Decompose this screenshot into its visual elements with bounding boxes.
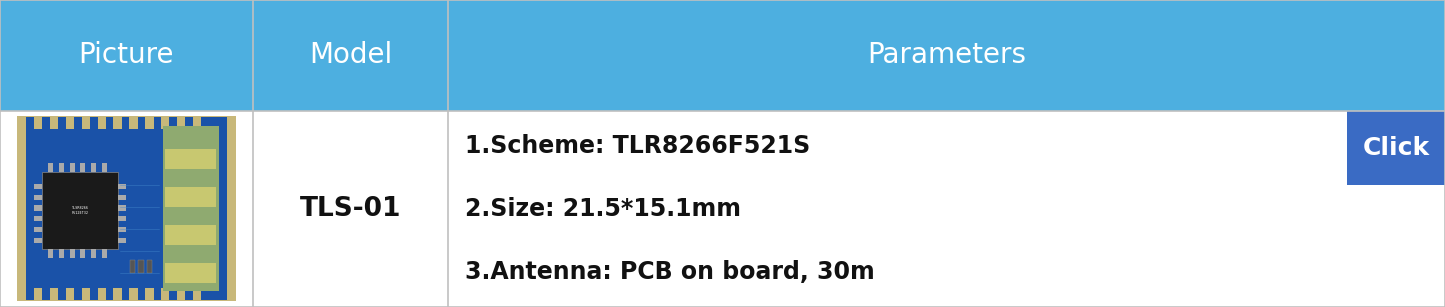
Bar <box>42 172 118 249</box>
Bar <box>118 238 127 243</box>
Bar <box>118 184 127 189</box>
Bar <box>146 116 153 129</box>
Bar <box>165 263 215 283</box>
Bar <box>0 111 253 307</box>
Bar <box>66 289 74 301</box>
Bar <box>101 249 107 258</box>
Bar <box>139 260 143 273</box>
Text: Click: Click <box>1363 136 1429 160</box>
Text: Picture: Picture <box>78 41 175 69</box>
Bar <box>101 163 107 172</box>
Bar <box>98 116 105 129</box>
Bar <box>130 116 137 129</box>
Bar <box>448 111 1445 307</box>
Bar <box>81 163 85 172</box>
Text: 1.Scheme: TLR8266F521S: 1.Scheme: TLR8266F521S <box>465 134 811 158</box>
Bar <box>51 289 58 301</box>
Bar <box>146 289 153 301</box>
Bar <box>35 216 42 221</box>
Bar <box>160 116 169 129</box>
Bar <box>192 116 201 129</box>
Bar <box>130 289 137 301</box>
Bar <box>35 184 42 189</box>
Text: Parameters: Parameters <box>867 41 1026 69</box>
Bar <box>118 205 127 211</box>
Bar <box>192 289 201 301</box>
Bar <box>253 111 448 307</box>
Bar <box>146 260 152 273</box>
Bar <box>66 116 74 129</box>
Text: 2.Size: 21.5*15.1mm: 2.Size: 21.5*15.1mm <box>465 197 741 221</box>
Bar <box>81 249 85 258</box>
Bar <box>1347 111 1445 185</box>
Bar <box>35 227 42 232</box>
Bar <box>130 260 136 273</box>
Bar <box>59 163 64 172</box>
Bar <box>35 116 42 129</box>
Bar <box>91 163 95 172</box>
Bar <box>253 0 448 111</box>
Bar <box>91 249 95 258</box>
Bar <box>176 289 185 301</box>
Bar <box>17 116 236 301</box>
Bar <box>160 289 169 301</box>
Bar <box>69 249 75 258</box>
Bar <box>26 117 227 300</box>
Bar <box>82 289 90 301</box>
Bar <box>82 116 90 129</box>
Bar <box>448 0 1445 111</box>
Text: TLS-01: TLS-01 <box>299 196 402 222</box>
Bar <box>69 163 75 172</box>
Bar <box>48 249 53 258</box>
Bar <box>118 227 127 232</box>
Bar <box>0 0 253 111</box>
Bar <box>176 116 185 129</box>
Bar <box>35 289 42 301</box>
Bar <box>59 249 64 258</box>
Bar <box>51 116 58 129</box>
Bar <box>118 216 127 221</box>
Bar <box>35 238 42 243</box>
Text: 3.Antenna: PCB on board, 30m: 3.Antenna: PCB on board, 30m <box>465 260 876 284</box>
Text: Model: Model <box>309 41 392 69</box>
Bar <box>35 195 42 200</box>
Bar <box>163 126 218 291</box>
Bar <box>165 150 215 169</box>
Bar <box>165 187 215 207</box>
Bar <box>35 205 42 211</box>
Bar <box>165 225 215 245</box>
Bar <box>114 289 121 301</box>
Bar <box>48 163 53 172</box>
Bar <box>98 289 105 301</box>
Bar <box>118 195 127 200</box>
Bar <box>114 116 121 129</box>
Text: TLSR8266
F512ET32: TLSR8266 F512ET32 <box>72 206 88 215</box>
